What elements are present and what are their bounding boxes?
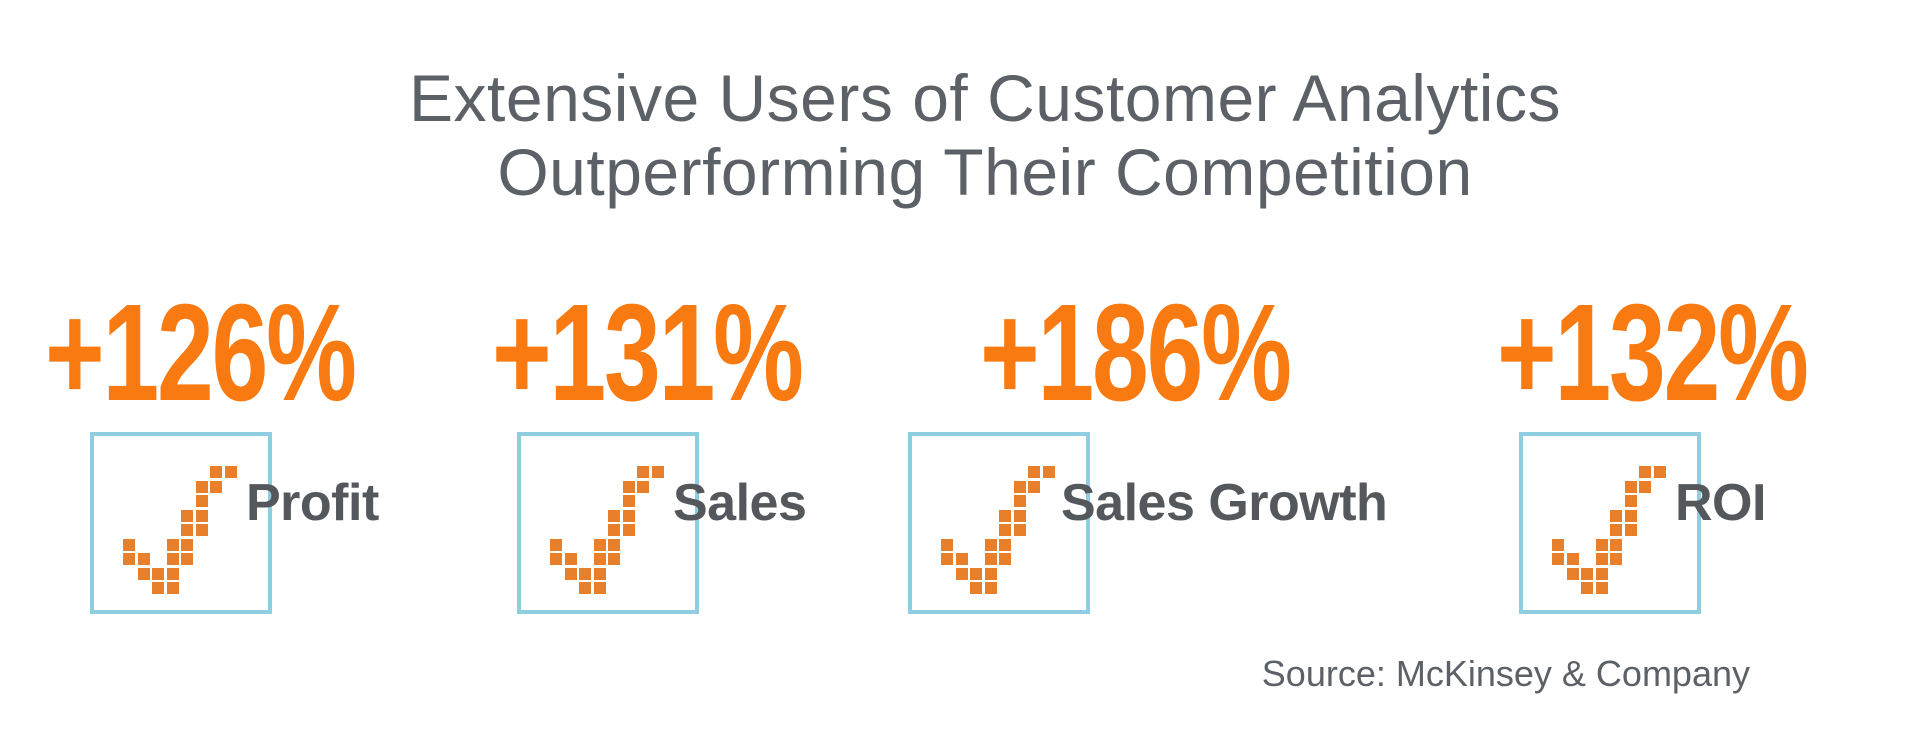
title-line-1: Extensive Users of Customer Analytics — [409, 61, 1561, 135]
pixel-checkmark-icon — [550, 466, 664, 594]
pixel-checkmark-icon — [1552, 466, 1666, 594]
checkmark-box-roi — [1519, 432, 1701, 614]
stat-label-profit: Profit — [246, 474, 379, 532]
title-line-2: Outperforming Their Competition — [497, 135, 1473, 209]
stat-value-roi: +132% — [1497, 276, 1809, 430]
stat-label-roi: ROI — [1675, 474, 1766, 532]
page-title: Extensive Users of Customer Analytics Ou… — [25, 61, 1920, 209]
stat-value-sales-growth: +186% — [980, 276, 1292, 430]
checkmark-box-sales — [517, 432, 699, 614]
stat-value-sales: +131% — [492, 276, 804, 430]
stat-label-sales-growth: Sales Growth — [1061, 474, 1388, 532]
pixel-checkmark-icon — [941, 466, 1055, 594]
checkmark-box-profit — [90, 432, 272, 614]
checkmark-box-sales-growth — [908, 432, 1090, 614]
source-credit: Source: McKinsey & Company — [1261, 653, 1750, 694]
stat-value-profit: +126% — [45, 276, 357, 430]
pixel-checkmark-icon — [123, 466, 237, 594]
stat-label-sales: Sales — [673, 474, 807, 532]
